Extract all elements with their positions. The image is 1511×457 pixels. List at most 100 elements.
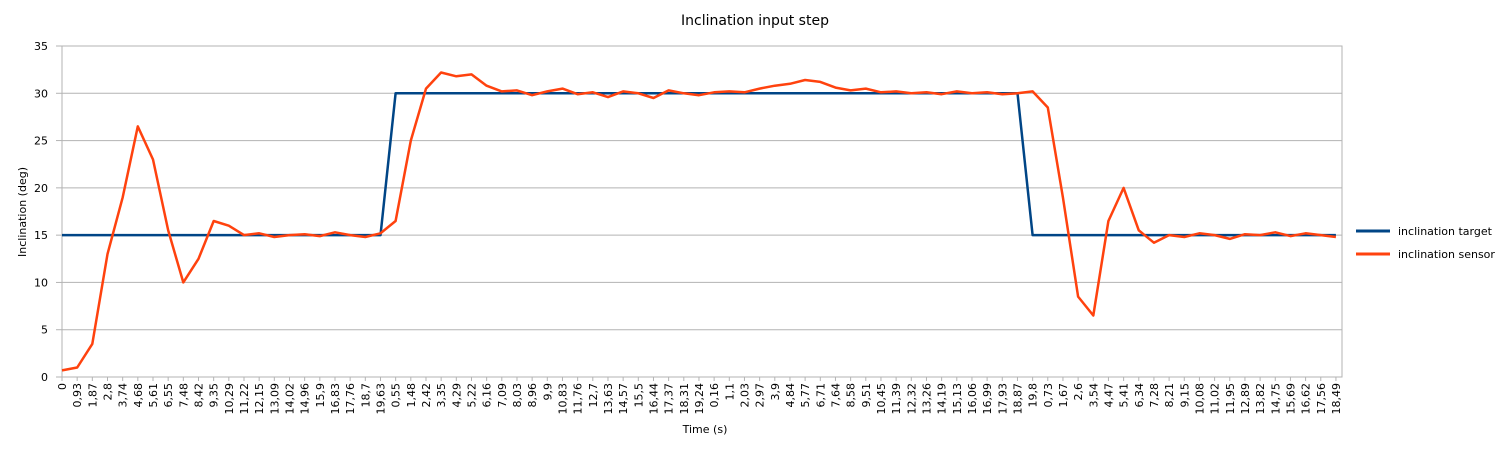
x-tick-label: 8,58: [845, 383, 858, 408]
x-tick-label: 9,35: [208, 383, 221, 408]
x-tick-label: 7,09: [496, 383, 509, 408]
x-tick-label: 9,15: [1178, 383, 1191, 408]
x-tick-label: 18,87: [1011, 383, 1024, 415]
series-line: [62, 92, 1336, 237]
x-tick-label: 19,8: [1027, 383, 1040, 408]
x-tick-label: 10,08: [1193, 383, 1206, 415]
y-tick-label: 35: [34, 40, 48, 53]
x-tick-label: 16,62: [1300, 383, 1313, 415]
x-tick-label: 6,34: [1133, 383, 1146, 408]
x-tick-label: 14,96: [299, 383, 312, 415]
x-tick-label: 3,9: [769, 383, 782, 401]
chart-title: Inclination input step: [681, 13, 829, 29]
x-tick-label: 14,19: [936, 383, 949, 415]
x-tick-label: 13,63: [602, 383, 615, 415]
x-tick-label: 2,8: [101, 383, 114, 401]
x-tick-label: 0,55: [390, 383, 403, 408]
x-tick-label: 19,24: [693, 383, 706, 415]
x-tick-label: 3,54: [1087, 383, 1100, 408]
x-tick-label: 4,84: [784, 383, 797, 408]
x-tick-label: 0,93: [71, 383, 84, 408]
legend-label: inclination target: [1398, 225, 1493, 238]
x-tick-label: 7,28: [1148, 383, 1161, 408]
x-tick-label: 1,87: [86, 383, 99, 408]
x-tick-label: 15,9: [314, 383, 327, 408]
y-tick-label: 15: [34, 229, 48, 242]
x-tick-label: 17,37: [663, 383, 676, 415]
x-tick-label: 14,75: [1269, 383, 1282, 415]
x-tick-label: 1,48: [405, 383, 418, 408]
y-axis-label: Inclination (deg): [16, 167, 29, 257]
x-tick-label: 18,7: [359, 383, 372, 408]
x-tick-label: 2,97: [754, 383, 767, 408]
x-tick-label: 15,5: [632, 383, 645, 408]
x-tick-label: 16,44: [647, 383, 660, 415]
y-tick-label: 30: [34, 87, 48, 100]
x-tick-label: 8,21: [1163, 383, 1176, 408]
y-tick-label: 20: [34, 182, 48, 195]
y-tick-label: 10: [34, 276, 48, 289]
x-tick-label: 12,32: [905, 383, 918, 415]
x-tick-label: 12,89: [1239, 383, 1252, 415]
x-tick-label: 17,93: [996, 383, 1009, 415]
x-tick-label: 14,02: [283, 383, 296, 415]
x-tick-label: 6,16: [481, 383, 494, 408]
x-tick-label: 9,51: [860, 383, 873, 408]
x-tick-label: 18,49: [1330, 383, 1343, 415]
x-tick-label: 7,64: [829, 383, 842, 408]
x-tick-label: 13,82: [1254, 383, 1267, 415]
x-tick-label: 15,69: [1284, 383, 1297, 415]
x-tick-label: 10,45: [875, 383, 888, 415]
x-tick-label: 0,16: [708, 383, 721, 408]
x-tick-label: 1,67: [1057, 383, 1070, 408]
x-tick-label: 18,31: [678, 383, 691, 415]
x-tick-label: 6,55: [162, 383, 175, 408]
x-tick-label: 7,48: [177, 383, 190, 408]
x-tick-label: 11,39: [890, 383, 903, 415]
x-tick-label: 14,57: [617, 383, 630, 415]
x-tick-label: 4,47: [1102, 383, 1115, 408]
x-tick-label: 19,63: [374, 383, 387, 415]
x-tick-label: 13,26: [920, 383, 933, 415]
x-tick-label: 9,9: [541, 383, 554, 401]
series-line: [61, 71, 1337, 372]
x-tick-label: 2,42: [420, 383, 433, 408]
x-tick-label: 16,99: [981, 383, 994, 415]
x-tick-label: 15,13: [951, 383, 964, 415]
x-tick-label: 8,42: [192, 383, 205, 408]
x-tick-label: 12,7: [587, 383, 600, 408]
x-tick-label: 0: [56, 383, 69, 390]
y-tick-label: 0: [41, 371, 48, 384]
x-tick-label: 11,95: [1224, 383, 1237, 415]
x-tick-label: 2,03: [738, 383, 751, 408]
x-tick-label: 17,56: [1315, 383, 1328, 415]
x-axis-label: Time (s): [682, 423, 728, 436]
x-tick-label: 1,1: [723, 383, 736, 401]
x-tick-label: 5,22: [465, 383, 478, 408]
x-tick-label: 5,41: [1118, 383, 1131, 408]
legend-label: inclination sensor: [1398, 248, 1495, 261]
x-tick-label: 16,83: [329, 383, 342, 415]
x-tick-label: 16,06: [966, 383, 979, 415]
x-tick-label: 11,76: [572, 383, 585, 415]
x-tick-label: 5,61: [147, 383, 160, 408]
x-tick-label: 17,76: [344, 383, 357, 415]
x-tick-label: 13,09: [268, 383, 281, 415]
y-tick-label: 25: [34, 135, 48, 148]
x-tick-label: 8,03: [511, 383, 524, 408]
x-tick-label: 5,77: [799, 383, 812, 408]
x-tick-label: 8,96: [526, 383, 539, 408]
x-tick-label: 11,02: [1209, 383, 1222, 415]
x-tick-label: 10,29: [223, 383, 236, 415]
y-tick-label: 5: [41, 324, 48, 337]
x-tick-label: 4,29: [450, 383, 463, 408]
x-tick-label: 11,22: [238, 383, 251, 415]
x-tick-label: 3,35: [435, 383, 448, 408]
x-tick-label: 3,74: [117, 383, 130, 408]
x-tick-label: 12,15: [253, 383, 266, 415]
x-tick-label: 10,83: [556, 383, 569, 415]
x-tick-label: 0,73: [1042, 383, 1055, 408]
x-tick-label: 4,68: [132, 383, 145, 408]
x-tick-label: 2,6: [1072, 383, 1085, 401]
